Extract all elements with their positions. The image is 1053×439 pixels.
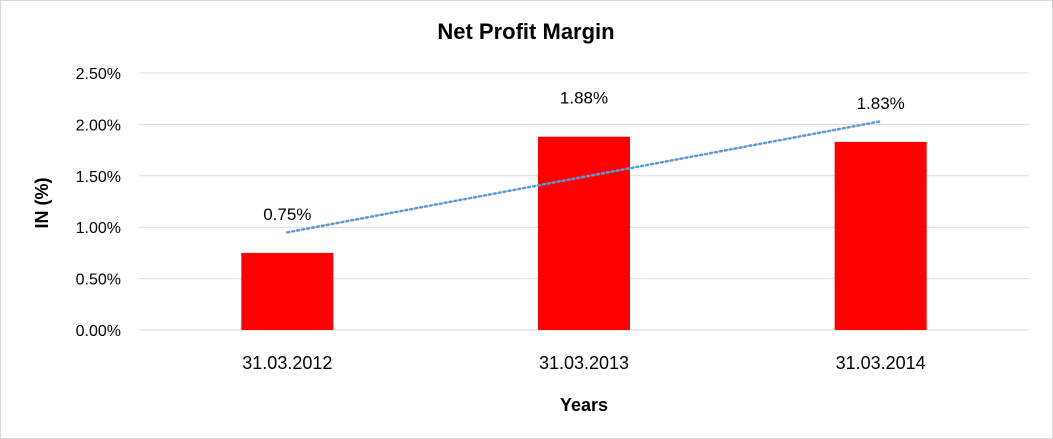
y-axis-title: IN (%): [32, 178, 52, 229]
y-tick-label: 0.00%: [76, 323, 121, 340]
data-label: 1.88%: [560, 89, 608, 108]
y-tick-label: 1.50%: [76, 169, 121, 186]
y-tick-label: 2.50%: [76, 66, 121, 83]
y-tick-label: 1.00%: [76, 220, 121, 237]
x-tick-label: 31.03.2014: [836, 353, 926, 373]
y-tick-label: 0.50%: [76, 272, 121, 289]
x-tick-label: 31.03.2013: [539, 353, 629, 373]
bar-layer: [241, 136, 927, 330]
label-layer: 0.00% 0.50% 1.00% 1.50% 2.00% 2.50% 31.03.2012…: [76, 66, 926, 373]
trendline: [286, 120, 882, 234]
bar: [241, 252, 334, 330]
bar: [538, 136, 630, 330]
x-axis-title: Years: [560, 395, 608, 415]
data-label: 1.83%: [857, 94, 905, 113]
x-tick-label: 31.03.2012: [242, 353, 332, 373]
bar: [834, 141, 927, 330]
y-tick-label: 2.00%: [76, 117, 121, 134]
chart-title: Net Profit Margin: [437, 19, 614, 44]
data-label: 0.75%: [263, 205, 311, 224]
trendline-layer: [286, 120, 882, 234]
